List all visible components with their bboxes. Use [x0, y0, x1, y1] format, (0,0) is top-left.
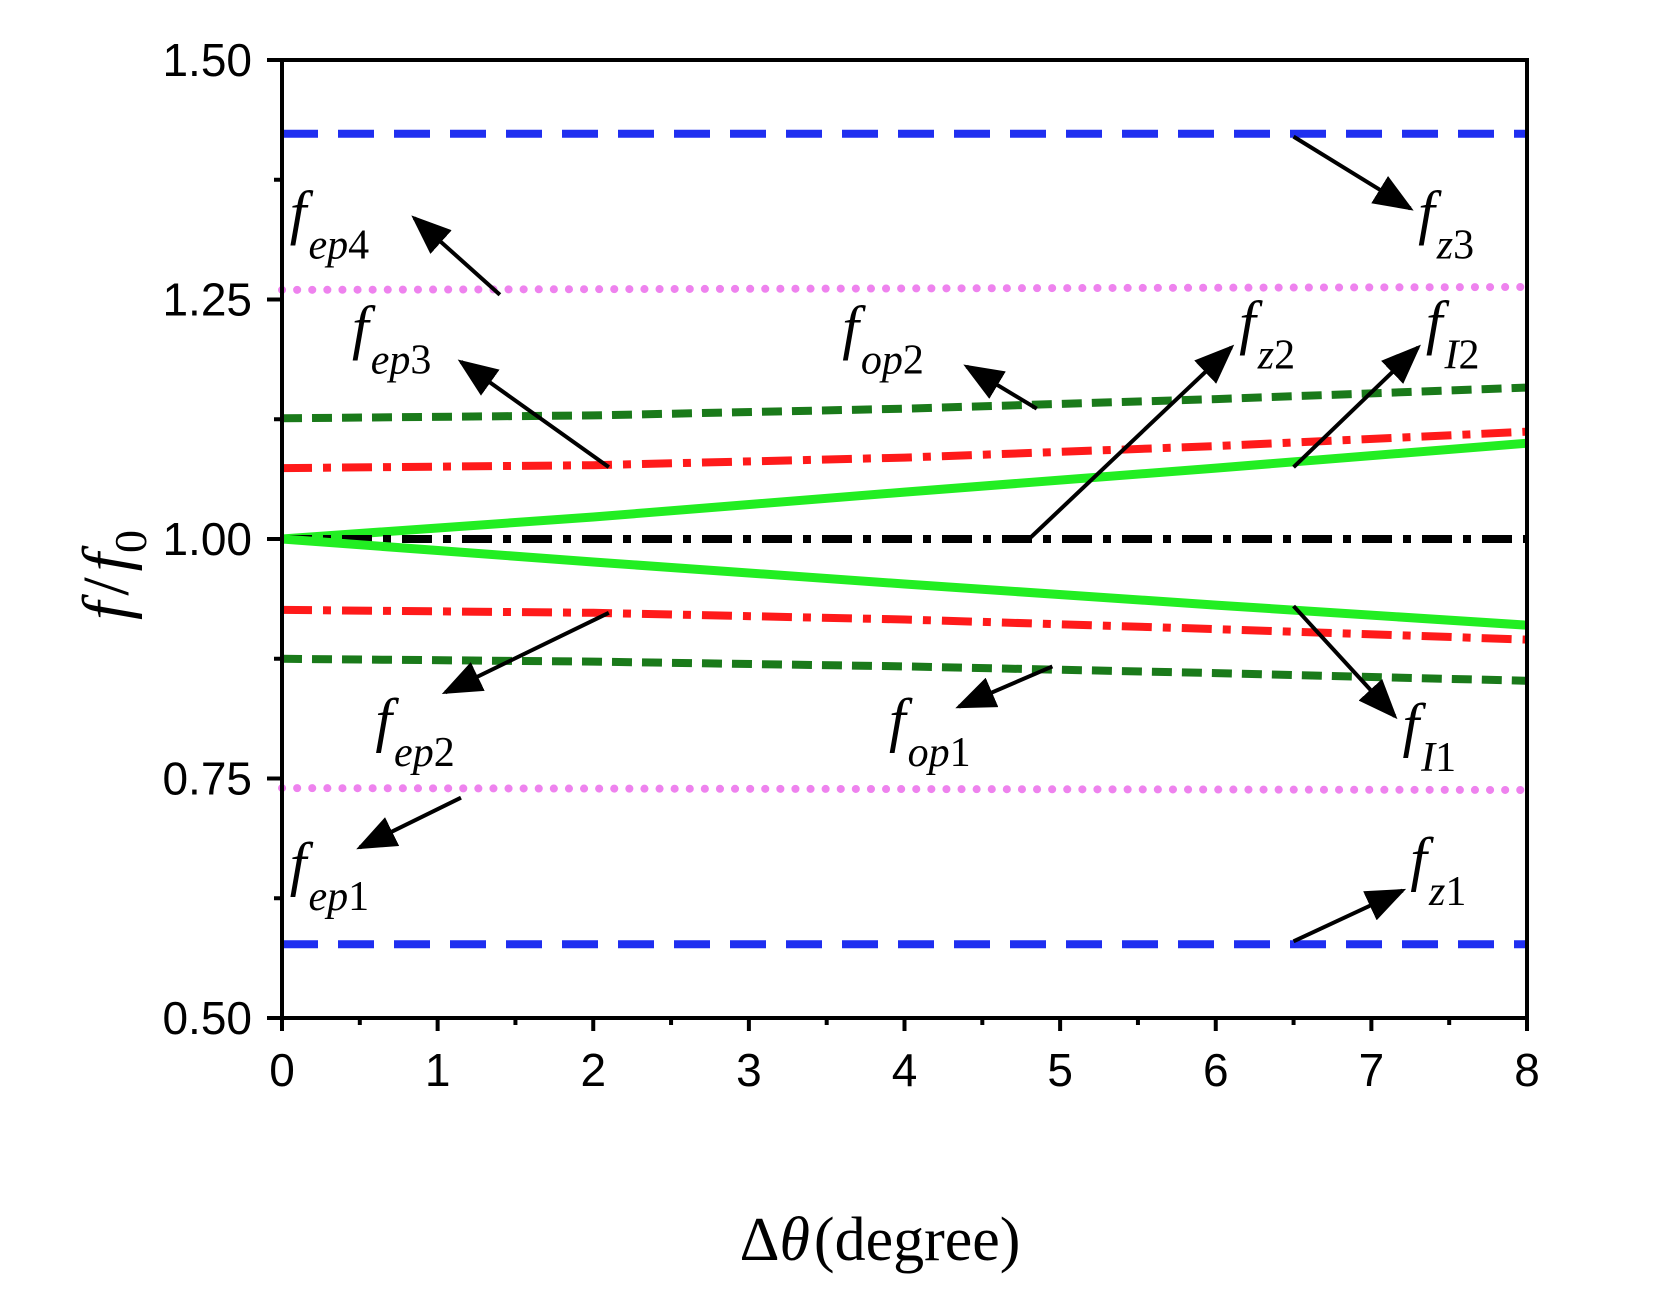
arrow-I2	[1292, 344, 1421, 469]
x-tick-label: 6	[1203, 1044, 1229, 1096]
series-line-f-op2	[281, 383, 1528, 423]
x-tick-label: 2	[580, 1044, 606, 1096]
series-line-f-i2	[281, 438, 1528, 544]
y-tick-label: 0.75	[162, 753, 252, 805]
x-tick-label: 3	[736, 1044, 762, 1096]
label-f-ep2: fep2	[375, 687, 454, 776]
label-f-z2: fz2	[1239, 290, 1295, 379]
arrow-z1	[1292, 888, 1407, 944]
y-tick-label: 0.50	[162, 992, 252, 1044]
label-f-ep3: fep3	[352, 294, 431, 383]
y-tick-label: 1.50	[162, 34, 252, 86]
series-line-f-ep4	[278, 283, 1531, 294]
x-tick-label: 4	[892, 1044, 918, 1096]
label-f-ep4: fep4	[290, 179, 369, 268]
arrow-ep2	[441, 610, 610, 695]
label-f-I1: fI1	[1403, 692, 1457, 781]
label-f-op1: fop1	[889, 687, 971, 776]
arrow-ep1	[356, 795, 462, 850]
y-tick-label: 1.00	[162, 513, 252, 565]
axes: 0 1 2 3 4 5 6 7 8 0.50 0.75 1.00 1.25 1.50	[162, 34, 1539, 1096]
annotations: fep4 fz3 fep3 fop2 fz2 fI2 fep2 fop1 fI1 fep1 fz1	[290, 134, 1480, 944]
label-f-ep1: fep1	[290, 831, 369, 920]
label-f-I2: fI2	[1426, 290, 1480, 379]
x-tick-label: 8	[1514, 1044, 1540, 1096]
series-line-f-op1	[281, 654, 1528, 685]
x-tick-label: 5	[1047, 1044, 1073, 1096]
label-f-op2: fop2	[842, 294, 924, 383]
arrow-ep4	[411, 215, 502, 297]
arrow-z2	[1027, 344, 1235, 541]
y-tick-label: 1.25	[162, 274, 252, 326]
y-axis-title: f/f0	[70, 530, 156, 620]
series-line-f-ep1	[278, 784, 1531, 794]
arrow-op1	[955, 664, 1054, 709]
plot-area	[278, 129, 1531, 949]
series-line-f-i1	[281, 534, 1528, 630]
x-tick-label: 0	[269, 1044, 295, 1096]
x-tick-label: 1	[425, 1044, 451, 1096]
x-axis-title: Δθ(degree)	[740, 1206, 1021, 1274]
arrow-I1	[1292, 604, 1398, 720]
label-f-z1: fz1	[1410, 826, 1466, 915]
arrow-ep3	[457, 359, 610, 469]
arrow-op2	[963, 364, 1038, 411]
label-f-z3: fz3	[1418, 179, 1474, 268]
x-tick-label: 7	[1359, 1044, 1385, 1096]
arrow-z3	[1292, 134, 1414, 211]
